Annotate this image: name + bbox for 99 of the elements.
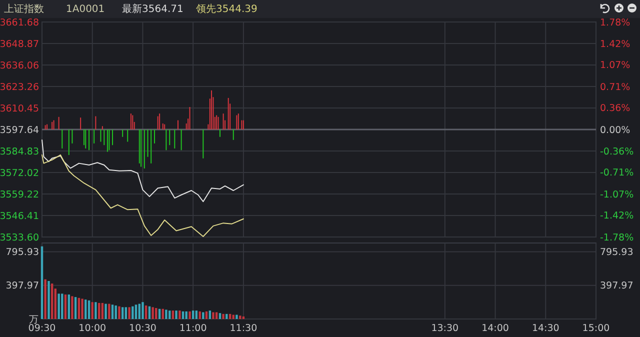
bar — [132, 306, 134, 319]
bar — [188, 311, 191, 319]
x-tick-label: 11:30 — [230, 323, 258, 334]
y-tick-label: 3546.41 — [0, 210, 39, 222]
bar — [155, 308, 158, 319]
bar — [178, 310, 181, 319]
bar — [242, 316, 245, 319]
bar — [212, 312, 214, 319]
bar — [81, 298, 84, 319]
y-tick-label: 3572.02 — [0, 168, 39, 179]
bar — [118, 306, 120, 319]
y2-tick-label: -1.78% — [600, 232, 634, 244]
bar — [98, 302, 100, 319]
y2-tick-label: -1.07% — [600, 189, 634, 200]
x-tick-label: 10:30 — [129, 323, 156, 334]
bar — [144, 305, 148, 319]
bar — [94, 302, 97, 319]
bar — [239, 316, 242, 319]
x-tick-label: 10:00 — [78, 323, 106, 334]
bar — [158, 308, 161, 319]
bar — [134, 304, 138, 319]
y-tick-label: 3584.83 — [0, 146, 39, 158]
bar — [222, 314, 224, 319]
x-tick-label: 14:00 — [482, 323, 509, 334]
line-series — [42, 139, 244, 202]
y-tick-label: 3559.22 — [0, 189, 39, 200]
bar — [74, 297, 77, 319]
bar — [58, 294, 60, 319]
bar — [138, 304, 141, 319]
y-tick-label: 3597.64 — [0, 124, 39, 136]
bar — [84, 300, 87, 319]
bar — [198, 311, 201, 319]
y-tick-label: 3533.60 — [0, 232, 39, 244]
bar — [114, 305, 117, 319]
y-tick-label: 3610.45 — [0, 103, 39, 114]
y2-tick-label: 1.42% — [600, 39, 630, 50]
y2-tick-label: 0.00% — [600, 124, 630, 136]
bar — [108, 304, 110, 319]
bar — [202, 312, 204, 319]
bar — [48, 281, 50, 319]
bar — [88, 300, 90, 319]
y-tick-label: 3648.87 — [0, 38, 39, 50]
bar — [50, 284, 54, 319]
y2-tick-label: 1.07% — [600, 60, 630, 72]
text: 最新3564.71 — [122, 3, 184, 15]
bar — [168, 310, 171, 319]
y2-tick-label: 397.97 — [600, 280, 634, 292]
bar — [165, 310, 168, 319]
bar — [121, 307, 124, 319]
x-tick-label: 14:30 — [532, 323, 560, 334]
bar — [142, 302, 144, 319]
bar — [205, 311, 208, 319]
bar — [78, 298, 80, 319]
bar — [192, 310, 194, 319]
x-tick-label: 13:30 — [431, 323, 459, 334]
y2-tick-label: -0.36% — [600, 146, 634, 158]
y2-tick-label: -1.42% — [600, 210, 634, 222]
line-series — [42, 154, 244, 237]
bar — [148, 306, 151, 319]
bar — [218, 313, 222, 319]
y2-tick-label: 0.71% — [600, 82, 630, 93]
x-tick-label: 15:00 — [582, 323, 610, 334]
bar — [236, 314, 238, 319]
bar — [152, 307, 154, 319]
y2-tick-label: 0.36% — [600, 103, 630, 114]
bar — [61, 294, 64, 319]
bar — [68, 294, 70, 319]
bar — [111, 304, 114, 319]
y2-tick-label: -0.71% — [600, 168, 634, 179]
bar — [195, 310, 198, 319]
text: 领先3544.39 — [196, 3, 258, 15]
bar — [104, 304, 107, 319]
bar — [40, 246, 44, 319]
y-tick-label: 795.93 — [6, 247, 39, 258]
y-tick-label: 3636.06 — [0, 60, 39, 72]
bar — [208, 310, 212, 319]
bar — [182, 311, 184, 319]
bar — [64, 294, 67, 319]
x-tick-label: 11:00 — [179, 323, 207, 334]
y-tick-label: 3661.68 — [0, 17, 39, 28]
bar — [185, 311, 188, 319]
bar — [172, 310, 174, 319]
bar — [44, 279, 46, 319]
y-tick-label: 万 — [29, 314, 39, 326]
bar — [162, 308, 164, 319]
bar — [215, 312, 218, 319]
y-tick-label: 397.97 — [6, 280, 39, 292]
bar — [128, 307, 130, 319]
text: 1A0001 — [66, 4, 105, 15]
bar — [71, 296, 74, 319]
bar — [124, 307, 128, 319]
y2-tick-label: 795.93 — [600, 247, 634, 258]
bar — [175, 310, 178, 319]
y-tick-label: 3623.26 — [0, 82, 39, 93]
y2-tick-label: 1.78% — [600, 17, 630, 28]
bar — [91, 302, 94, 319]
x-tick-label: 09:30 — [28, 323, 56, 334]
bar — [101, 302, 104, 319]
text: 上证指数 — [4, 3, 44, 15]
